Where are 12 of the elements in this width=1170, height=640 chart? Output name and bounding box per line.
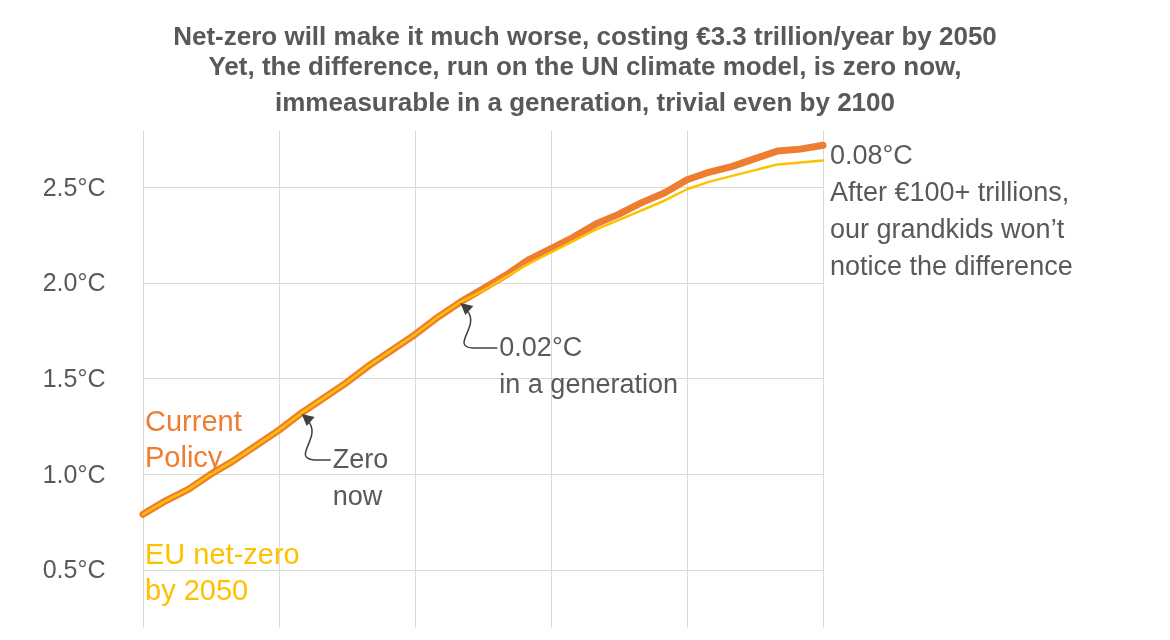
text: 0.08°C After €100+ trillions, our grandkids won’t notice the difference [830,140,1073,282]
y-tick-label: 1.0°C [42,459,106,488]
annotation: 0.02°C in a generation [499,332,678,400]
series-label: EU net-zero by 2050 [145,538,300,606]
chart-title: Net-zero will make it much worse, costing €3.3 trillion/year by 2050 [173,21,997,51]
y-tick-label: 2.5°C [42,172,106,201]
chart-subtitle: Yet, the difference, run on the UN climate model, is zero now, immeasurable in a generation, trivial even by 2100 [208,51,962,117]
y-tick-label: 0.5°C [42,555,106,584]
annotation: Zero now [332,443,389,511]
y-tick-label: 2.0°C [42,268,106,297]
series-label: Current Policy [145,405,242,473]
y-tick-label: 1.5°C [42,364,106,392]
